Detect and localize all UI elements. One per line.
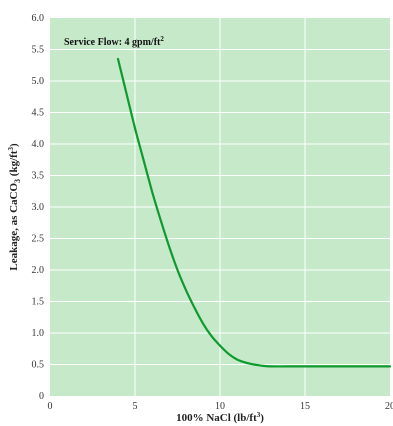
x-axis-label-sup: 3: [257, 411, 261, 419]
y-tick-label: 1.5: [32, 297, 45, 308]
x-tick-labels: 0 5 10 15 20: [48, 401, 393, 412]
y-axis-label-sub: 3: [13, 179, 22, 183]
y-tick-label: 4.0: [32, 139, 45, 150]
y-tick-label: 2.0: [32, 265, 45, 276]
service-flow-annotation: Service Flow: 4 gpm/ft2: [64, 35, 164, 48]
x-axis-label: 100% NaCl (lb/ft3): [176, 411, 264, 424]
x-tick-label: 15: [300, 401, 310, 412]
y-tick-label: 4.5: [32, 108, 45, 119]
x-axis-label-main: 100% NaCl (lb/ft: [176, 412, 257, 424]
y-axis-label-part2: (kg/ft: [8, 150, 20, 179]
y-tick-label: 5.0: [32, 76, 45, 87]
series-layer: [116, 57, 392, 368]
y-tick-label: 3.0: [32, 202, 45, 213]
y-axis-label-part1: Leakage, as CaCO: [8, 183, 20, 271]
x-tick-label: 0: [48, 401, 53, 412]
y-tick-label: 6.0: [32, 13, 45, 24]
x-tick-label: 20: [385, 401, 393, 412]
y-tick-labels: 0 0.5 1.0 1.5 2.0 2.5 3.0 3.5 4.0 4.5 5.0 5.5 6.0: [32, 13, 45, 402]
y-axis-label-sup: 3: [7, 147, 15, 151]
x-tick-label: 10: [215, 401, 225, 412]
y-tick-label: 2.5: [32, 234, 45, 245]
grid-lines: [50, 18, 390, 396]
y-tick-label: 5.5: [32, 45, 45, 56]
y-tick-label: 3.5: [32, 171, 45, 182]
y-tick-label: 1.0: [32, 328, 45, 339]
y-tick-label: 0: [39, 391, 44, 402]
annotation-text: Service Flow: 4 gpm/ft: [64, 37, 161, 48]
y-axis-label-tail: ): [8, 143, 20, 147]
y-tick-label: 0.5: [32, 360, 45, 371]
x-tick-label: 5: [133, 401, 138, 412]
annotation-sup: 2: [160, 35, 164, 43]
x-axis-label-tail: ): [260, 412, 264, 424]
y-axis-label: Leakage, as CaCO3 (kg/ft3): [7, 143, 22, 271]
leakage-series-line: [116, 57, 392, 368]
